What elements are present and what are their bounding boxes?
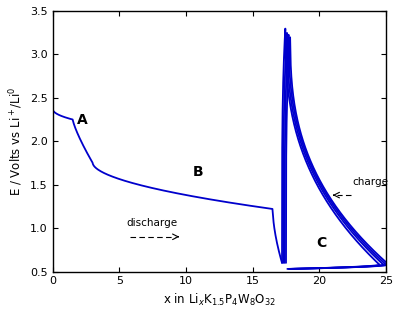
Text: C: C xyxy=(317,236,327,250)
Y-axis label: E / Volts vs Li$^+$/Li$^0$: E / Volts vs Li$^+$/Li$^0$ xyxy=(7,87,24,196)
Text: B: B xyxy=(193,165,203,179)
Text: charge: charge xyxy=(353,177,389,187)
Text: A: A xyxy=(77,113,88,127)
X-axis label: x in Li$_x$K$_{1.5}$P$_4$W$_8$O$_{32}$: x in Li$_x$K$_{1.5}$P$_4$W$_8$O$_{32}$ xyxy=(163,292,276,308)
Text: discharge: discharge xyxy=(126,218,177,228)
